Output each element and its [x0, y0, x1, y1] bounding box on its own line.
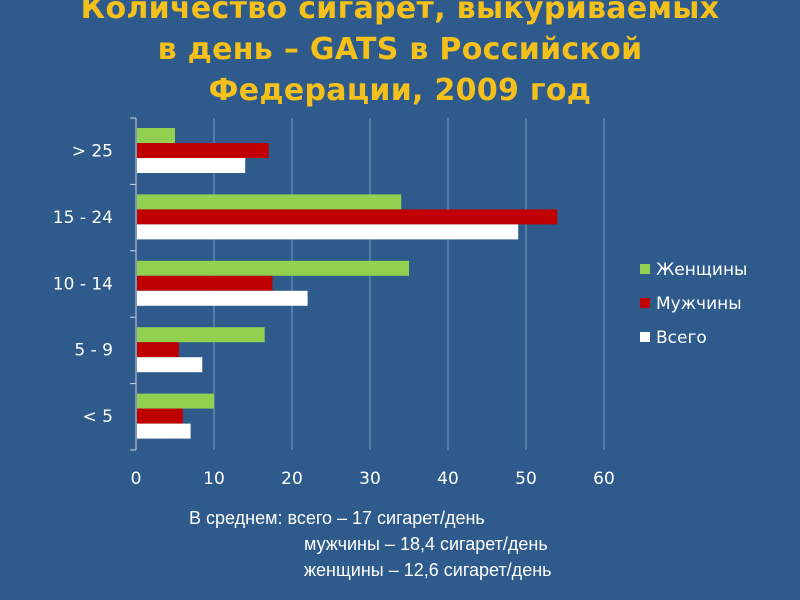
chart-legend: Женщины Мужчины Всего	[640, 260, 747, 348]
bar-women	[137, 393, 214, 409]
bar-men	[137, 408, 183, 424]
bar-total	[137, 290, 308, 306]
bar-women	[137, 194, 402, 210]
average-total-note: В среднем: всего – 17 сигарет/день	[189, 508, 485, 528]
x-tick-label: 50	[515, 469, 537, 489]
bar-men	[137, 209, 558, 225]
x-tick-label: 60	[593, 469, 615, 489]
legend-swatch	[640, 332, 650, 342]
x-tick-label: 10	[203, 469, 225, 489]
title-line-1: Количество сигарет, выкуриваемых	[80, 0, 720, 26]
x-tick-label: 30	[359, 469, 381, 489]
x-tick-label: 20	[281, 469, 303, 489]
chart-bars	[137, 128, 558, 439]
bar-women	[137, 327, 265, 343]
legend-swatch	[640, 298, 650, 308]
bar-men	[137, 143, 269, 158]
x-tick-label: 40	[437, 469, 459, 489]
average-women-note: женщины – 12,6 сигарет/день	[304, 560, 552, 580]
bar-total	[137, 158, 246, 173]
chart-axis: 0 10 20 30 40 50 60 > 25 15 - 24 10 - 14 5 - 9 < 5	[53, 117, 615, 489]
x-tick-label: 0	[131, 469, 142, 489]
category-label: 10 - 14	[53, 274, 113, 294]
bar-men	[137, 342, 179, 358]
bar-total	[137, 423, 191, 439]
slide-title: Количество сигарет, выкуриваемых в день …	[0, 0, 800, 111]
legend-swatch	[640, 264, 650, 274]
legend-label: Женщины	[656, 260, 747, 280]
legend-label: Всего	[656, 328, 707, 348]
bar-total	[137, 357, 203, 373]
title-line-3: Федерации, 2009 год	[208, 73, 592, 108]
category-label: 5 - 9	[74, 341, 113, 361]
bar-women	[137, 260, 409, 276]
average-men-note: мужчины – 18,4 сигарет/день	[304, 534, 548, 554]
title-line-2: в день – GATS в Российской	[157, 32, 643, 67]
category-label: < 5	[83, 407, 113, 427]
bar-total	[137, 224, 519, 240]
legend-label: Мужчины	[656, 294, 742, 314]
category-label: > 25	[72, 142, 113, 162]
bar-men	[137, 275, 273, 291]
bar-women	[137, 128, 175, 143]
category-label: 15 - 24	[53, 208, 113, 228]
